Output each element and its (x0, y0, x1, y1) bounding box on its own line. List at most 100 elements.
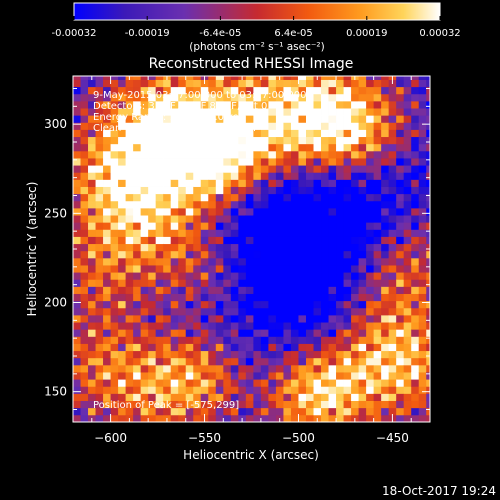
heatmap-cell (223, 314, 232, 323)
heatmap-cell (103, 150, 111, 159)
heatmap-cell (351, 115, 359, 123)
heatmap-cell (343, 343, 352, 352)
heatmap-cell (351, 364, 359, 373)
heatmap-cell (155, 200, 164, 209)
heatmap-cell (118, 93, 127, 102)
heatmap-cell (275, 207, 284, 216)
heatmap-cell (290, 393, 299, 401)
heatmap-cell (103, 314, 111, 323)
heatmap-cell (208, 322, 217, 330)
heatmap-cell (230, 372, 239, 380)
heatmap-cell (223, 350, 232, 359)
heatmap-cell (358, 143, 367, 152)
heatmap-cell (148, 407, 157, 416)
heatmap-cell (95, 100, 104, 109)
heatmap-cell (411, 329, 420, 337)
heatmap-cell (170, 115, 179, 123)
heatmap-cell (343, 350, 352, 359)
heatmap-cell (253, 379, 262, 387)
heatmap-cell (253, 222, 262, 230)
heatmap-cell (388, 400, 397, 409)
heatmap-cell (373, 322, 382, 330)
heatmap-cell (125, 279, 134, 287)
heatmap-cell (381, 300, 390, 309)
heatmap-cell (260, 143, 269, 152)
heatmap-cell (298, 129, 307, 138)
heatmap-cell (103, 329, 111, 337)
heatmap-cell (200, 165, 209, 173)
heatmap-cell (418, 158, 427, 166)
heatmap-cell (80, 272, 89, 280)
heatmap-cell (230, 108, 239, 116)
heatmap-cell (80, 115, 89, 123)
heatmap-cell (245, 76, 254, 80)
heatmap-cell (200, 136, 209, 145)
heatmap-cell (321, 193, 329, 202)
heatmap-cell (403, 336, 412, 344)
heatmap-cell (260, 129, 269, 138)
heatmap-cell (268, 265, 277, 273)
heatmap-cell (215, 379, 224, 387)
heatmap-cell (283, 379, 292, 387)
heatmap-cell (396, 286, 405, 294)
heatmap-cell (193, 193, 202, 202)
heatmap-cell (328, 215, 337, 223)
heatmap-cell (140, 172, 149, 180)
heatmap-cell (275, 150, 284, 159)
heatmap-cell (358, 115, 367, 123)
heatmap-cell (88, 386, 96, 394)
heatmap-cell (245, 386, 254, 394)
heatmap-cell (103, 350, 111, 359)
heatmap-cell (178, 179, 187, 187)
heatmap-cell (418, 186, 427, 195)
heatmap-cell (283, 222, 292, 230)
heatmap-cell (396, 300, 405, 309)
heatmap-cell (103, 158, 111, 166)
heatmap-cell (103, 108, 111, 116)
heatmap-cell (155, 293, 164, 302)
heatmap-cell (253, 307, 262, 316)
heatmap-cell (140, 322, 149, 330)
heatmap-cell (163, 307, 172, 316)
heatmap-cell (103, 286, 111, 294)
heatmap-cell (411, 400, 420, 409)
heatmap-cell (155, 108, 164, 116)
heatmap-cell (133, 257, 142, 266)
heatmap-cell (238, 207, 247, 216)
heatmap-cell (290, 193, 299, 202)
heatmap-cell (351, 236, 359, 245)
heatmap-cell (366, 307, 375, 316)
heatmap-cell (103, 307, 111, 316)
heatmap-cell (88, 243, 96, 252)
heatmap-cell (366, 193, 375, 202)
heatmap-cell (170, 165, 179, 173)
heatmap-cell (396, 386, 405, 394)
heatmap-cell (358, 186, 367, 195)
heatmap-cell (426, 343, 430, 352)
heatmap-cell (336, 350, 344, 359)
heatmap-cell (268, 407, 277, 416)
heatmap-cell (155, 329, 164, 337)
heatmap-cell (170, 93, 179, 102)
heatmap-cell (298, 115, 307, 123)
heatmap-cell (88, 350, 96, 359)
heatmap-cell (290, 229, 299, 237)
heatmap-cell (110, 329, 119, 337)
heatmap-cell (343, 329, 352, 337)
heatmap-cell (238, 186, 247, 195)
heatmap-cell (178, 336, 187, 344)
heatmap-cell (163, 193, 172, 202)
heatmap-cell (396, 414, 405, 422)
heatmap-cell (215, 122, 224, 130)
heatmap-cell (80, 364, 89, 373)
heatmap-cell (305, 236, 314, 245)
heatmap-cell (336, 136, 344, 145)
heatmap-cell (396, 257, 405, 266)
heatmap-cell (328, 300, 337, 309)
heatmap-cell (140, 286, 149, 294)
heatmap-cell (193, 179, 202, 187)
heatmap-cell (403, 279, 412, 287)
heatmap-cell (305, 150, 314, 159)
heatmap-cell (381, 257, 390, 266)
heatmap-cell (403, 150, 412, 159)
